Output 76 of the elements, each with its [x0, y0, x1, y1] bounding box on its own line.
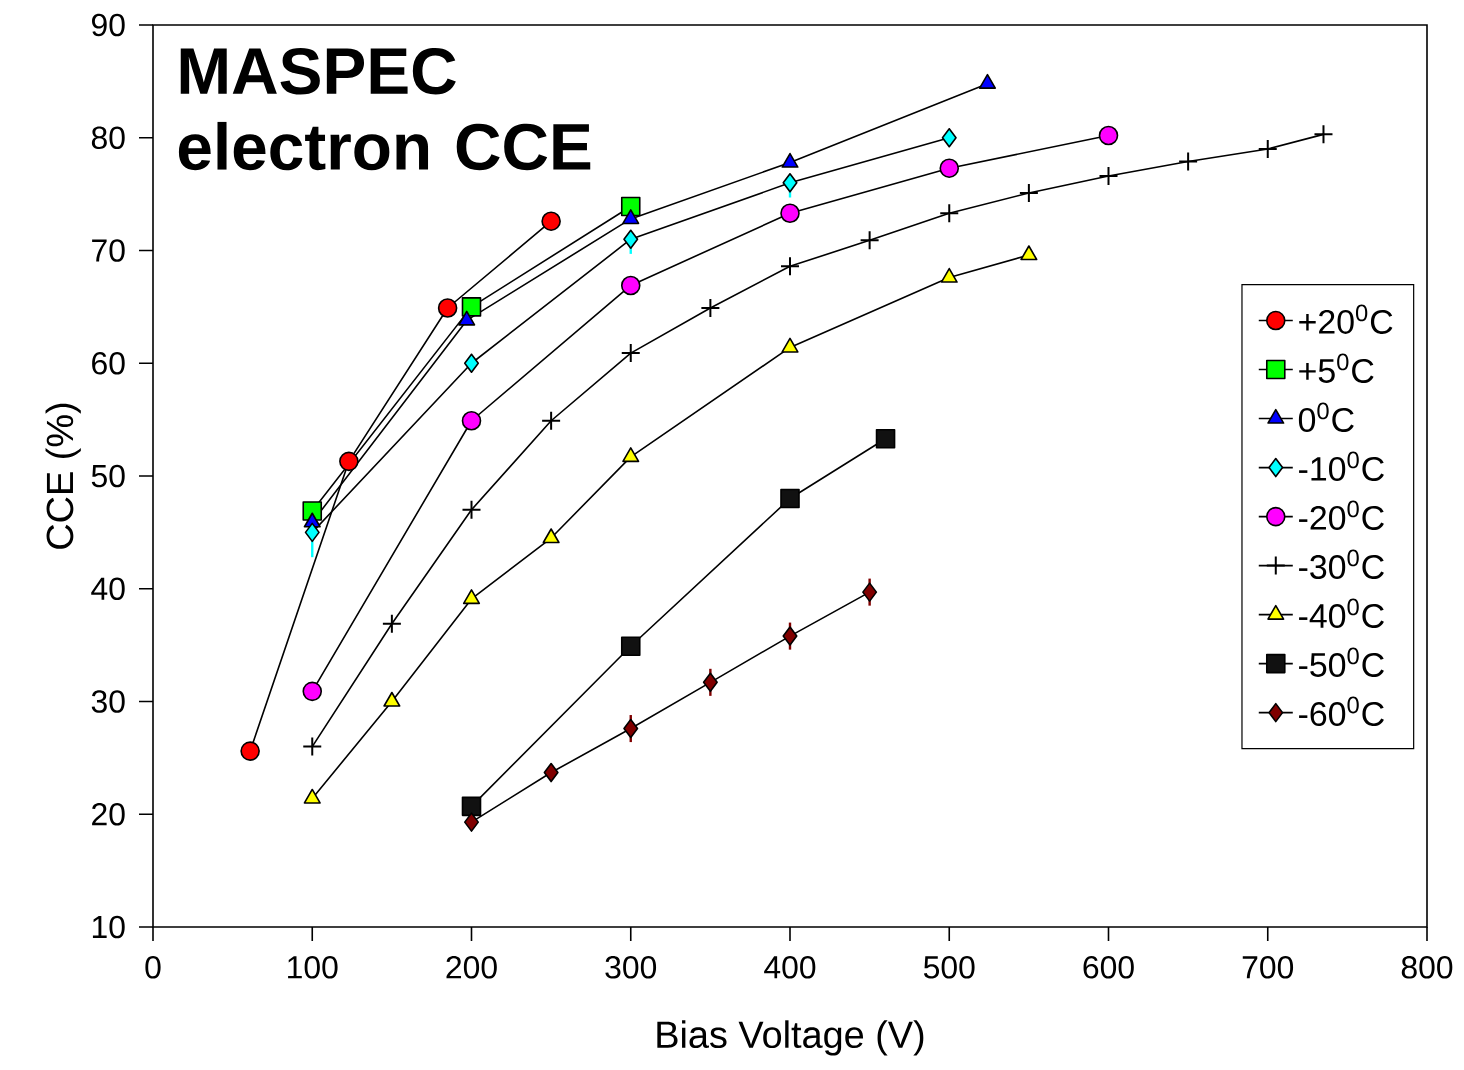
y-tick-label: 20	[92, 802, 125, 826]
point	[302, 736, 323, 757]
legend-label: -20$^{0}$C	[1299, 500, 1384, 530]
legend-label: -30$^{0}$C	[1299, 549, 1384, 579]
point	[859, 230, 880, 251]
legend-label: +5$^{0}$C	[1299, 353, 1374, 383]
legend-label: 0$^{0}$C	[1298, 402, 1354, 432]
point	[541, 211, 561, 231]
point	[461, 796, 482, 817]
point	[437, 298, 458, 318]
point	[620, 343, 641, 364]
legend-label: -50$^{0}$C	[1299, 647, 1384, 677]
point	[1313, 124, 1334, 145]
point	[875, 428, 896, 449]
point	[622, 209, 640, 225]
point	[462, 589, 481, 605]
x-tick-label: 500	[923, 956, 975, 979]
point	[1257, 139, 1278, 160]
x-tick-label: 300	[605, 956, 657, 979]
legend-label: +20$^{0}$C	[1299, 304, 1393, 334]
point	[939, 158, 960, 178]
x-tick-label: 800	[1401, 956, 1453, 979]
point	[1178, 151, 1199, 172]
point	[623, 229, 639, 250]
point	[1098, 125, 1119, 146]
point	[1018, 183, 1039, 203]
y-tick-label: 60	[92, 351, 125, 375]
point	[780, 256, 800, 277]
x-tick-label: 400	[764, 956, 816, 979]
point	[461, 410, 482, 431]
legend-label: -40$^{0}$C	[1299, 598, 1384, 628]
point	[463, 353, 480, 374]
point	[542, 528, 560, 544]
point	[782, 626, 798, 646]
y-tick-label: 50	[91, 464, 125, 488]
point	[461, 297, 482, 317]
point	[702, 672, 718, 693]
x-tick-label: 700	[1242, 956, 1294, 979]
point	[622, 447, 640, 463]
point	[620, 196, 641, 217]
y-tick-label: 80	[91, 126, 125, 150]
y-tick-label: 40	[91, 577, 125, 601]
point	[304, 522, 320, 543]
x-axis-title: Bias Voltage (V)	[657, 1020, 924, 1056]
legend-label: -60$^{0}$C	[1299, 696, 1384, 726]
point	[543, 762, 559, 783]
point	[620, 275, 641, 296]
x-tick-label: 100	[288, 956, 338, 979]
point	[941, 127, 957, 148]
point	[862, 582, 878, 602]
x-tick-label: 0	[145, 956, 161, 979]
point	[1098, 166, 1119, 187]
legend-label: -10$^{0}$C	[1299, 451, 1384, 481]
point	[623, 718, 639, 739]
point	[541, 410, 562, 431]
point	[939, 203, 960, 224]
y-tick-label: 10	[92, 915, 125, 939]
y-tick-label: 30	[91, 690, 125, 713]
point	[461, 499, 482, 520]
y-tick-label: 90	[92, 13, 125, 37]
point	[780, 488, 800, 509]
point	[780, 203, 800, 224]
point	[1020, 245, 1038, 261]
point	[240, 741, 260, 761]
point	[620, 636, 641, 657]
text: MASPEC electron CCE	[178, 47, 591, 171]
point	[339, 451, 359, 472]
y-axis-title: CCE (%)	[45, 403, 81, 549]
point	[302, 681, 323, 702]
point	[700, 298, 721, 318]
y-tick-label: 70	[92, 239, 125, 262]
x-tick-label: 200	[446, 956, 497, 979]
point	[463, 812, 480, 832]
x-tick-label: 600	[1083, 956, 1134, 979]
point	[782, 173, 798, 193]
point	[381, 613, 402, 634]
